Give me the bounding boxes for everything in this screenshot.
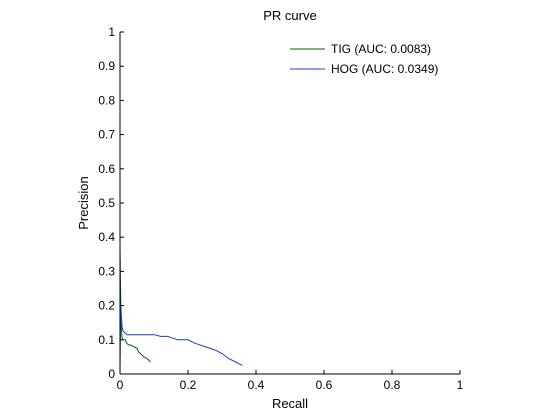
y-tick-label: 0.8: [98, 93, 115, 107]
x-tick-label: 0.2: [180, 378, 197, 392]
x-tick-label: 1: [457, 378, 464, 392]
y-tick-label: 0.7: [98, 128, 115, 142]
x-tick-label: 0.8: [384, 378, 401, 392]
y-tick-label: 0.6: [98, 162, 115, 176]
x-axis-ticks: 0 0.2 0.4 0.6 0.8 1: [117, 370, 464, 392]
legend: TIG (AUC: 0.0083) HOG (AUC: 0.0349): [290, 42, 438, 76]
y-tick-label: 0.9: [98, 59, 115, 73]
x-tick-label: 0.4: [248, 378, 265, 392]
y-axis-ticks: 0 0.1 0.2 0.3 0.4 0.5 0.6 0.7 0.8 0.9 1: [98, 25, 124, 381]
series-line-1: [119, 305, 243, 375]
y-tick-label: 0.3: [98, 264, 115, 278]
y-axis-title: Precision: [76, 176, 91, 229]
y-tick-label: 1: [108, 25, 115, 39]
series-layer: [119, 245, 243, 375]
chart-title: PR curve: [263, 8, 316, 23]
y-tick-label: 0.5: [98, 196, 115, 210]
plot-area: [120, 32, 460, 374]
y-tick-label: 0.1: [98, 333, 115, 347]
y-tick-label: 0.4: [98, 230, 115, 244]
legend-label: TIG (AUC: 0.0083): [331, 42, 431, 56]
x-axis-title: Recall: [272, 396, 308, 411]
y-tick-label: 0: [108, 367, 115, 381]
x-tick-label: 0.6: [316, 378, 333, 392]
x-tick-label: 0: [117, 378, 124, 392]
legend-label: HOG (AUC: 0.0349): [331, 62, 438, 76]
y-tick-label: 0.2: [98, 299, 115, 313]
